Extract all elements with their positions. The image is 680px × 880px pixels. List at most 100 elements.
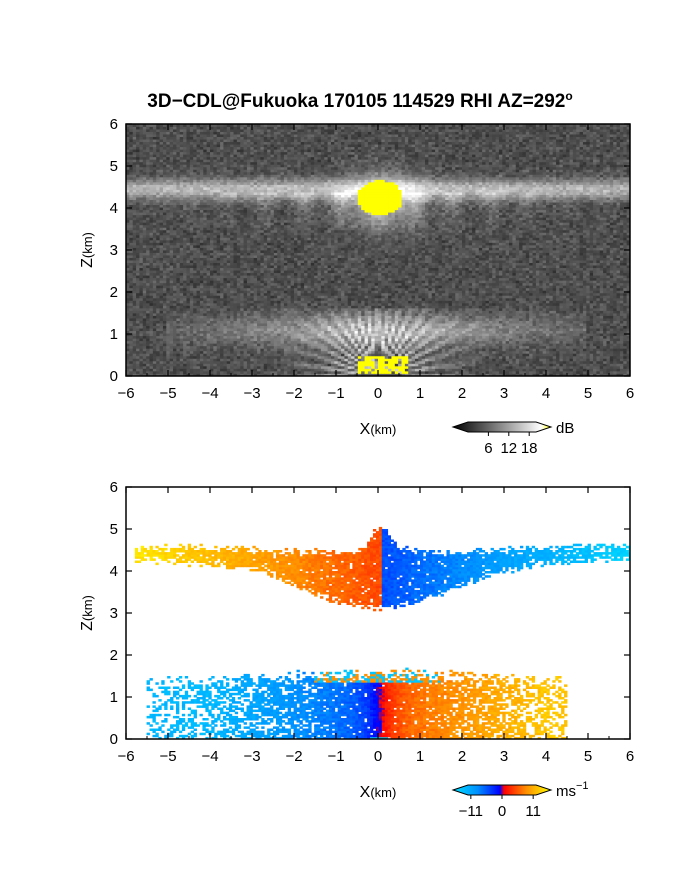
backscatter-cell — [186, 345, 191, 349]
backscatter-cell — [206, 265, 211, 269]
backscatter-cell — [230, 343, 234, 347]
backscatter-cell — [139, 129, 144, 132]
backscatter-cell — [243, 305, 248, 309]
backscatter-cell — [199, 370, 204, 374]
backscatter-cell — [183, 219, 187, 223]
backscatter-cell — [196, 300, 201, 304]
backscatter-cell — [193, 350, 197, 354]
backscatter-cell — [263, 154, 268, 158]
backscatter-cell — [152, 257, 157, 261]
backscatter-cell — [246, 204, 251, 208]
backscatter-cell — [152, 124, 157, 127]
backscatter-cell — [243, 164, 248, 168]
backscatter-cell — [246, 134, 251, 137]
backscatter-cell — [179, 365, 184, 369]
backscatter-cell — [243, 247, 248, 251]
backscatter-cell — [139, 340, 144, 344]
backscatter-cell — [246, 239, 251, 243]
backscatter-cell — [236, 255, 241, 258]
backscatter-cell — [270, 330, 275, 334]
backscatter-cell — [216, 370, 221, 374]
backscatter-cell — [243, 146, 248, 150]
backscatter-cell — [223, 207, 228, 211]
backscatter-cell — [226, 353, 231, 357]
backscatter-cell — [129, 250, 134, 253]
backscatter-cell — [210, 242, 214, 246]
backscatter-cell — [142, 144, 147, 148]
backscatter-cell — [166, 320, 171, 324]
backscatter-cell — [233, 343, 238, 347]
backscatter-cell — [220, 277, 224, 281]
backscatter-cell — [162, 139, 167, 143]
backscatter-cell — [233, 181, 238, 185]
backscatter-cell — [257, 164, 261, 168]
backscatter-cell — [213, 199, 218, 203]
backscatter-cell — [263, 345, 268, 349]
backscatter-cell — [270, 370, 275, 374]
backscatter-cell — [136, 270, 140, 274]
backscatter-cell — [226, 365, 231, 369]
backscatter-cell — [196, 189, 201, 193]
backscatter-cell — [159, 345, 164, 349]
backscatter-cell — [226, 262, 231, 266]
backscatter-cell — [287, 184, 292, 188]
backscatter-cell — [267, 315, 271, 319]
backscatter-cell — [270, 252, 275, 256]
backscatter-cell — [142, 365, 147, 369]
backscatter-cell — [166, 285, 171, 289]
backscatter-cell — [146, 310, 150, 314]
backscatter-cell — [280, 373, 285, 376]
backscatter-cell — [226, 169, 231, 173]
backscatter-cell — [146, 176, 150, 180]
backscatter-cell — [270, 270, 275, 274]
backscatter-cell — [176, 353, 181, 357]
backscatter-cell — [189, 239, 194, 243]
backscatter-cell — [129, 272, 134, 276]
backscatter-cell — [136, 126, 140, 130]
backscatter-cell — [186, 242, 191, 246]
backscatter-cell — [236, 174, 241, 178]
backscatter-cell — [199, 229, 204, 233]
backscatter-cell — [189, 176, 194, 180]
backscatter-cell — [257, 355, 261, 359]
backscatter-cell — [210, 373, 214, 376]
backscatter-cell — [257, 166, 261, 170]
backscatter-cell — [240, 212, 244, 216]
backscatter-cell — [246, 250, 251, 253]
backscatter-cell — [126, 307, 130, 311]
backscatter-cell — [169, 313, 174, 316]
backscatter-cell — [199, 192, 204, 195]
backscatter-cell — [273, 209, 278, 213]
backscatter-cell — [270, 325, 275, 329]
backscatter-cell — [193, 252, 197, 256]
backscatter-cell — [216, 373, 221, 376]
backscatter-cell — [270, 338, 275, 342]
backscatter-cell — [179, 318, 184, 321]
backscatter-cell — [203, 244, 208, 248]
backscatter-cell — [162, 214, 167, 218]
backscatter-cell — [199, 323, 204, 326]
backscatter-cell — [132, 247, 137, 251]
backscatter-cell — [216, 134, 221, 137]
backscatter-cell — [213, 197, 218, 200]
backscatter-cell — [240, 126, 244, 130]
backscatter-cell — [243, 345, 248, 349]
backscatter-cell — [233, 348, 238, 352]
backscatter-cell — [230, 237, 234, 241]
backscatter-cell — [129, 184, 134, 188]
backscatter-cell — [267, 214, 271, 218]
backscatter-cell — [267, 370, 271, 374]
backscatter-cell — [267, 174, 271, 178]
backscatter-cell — [267, 141, 271, 145]
backscatter-cell — [230, 262, 234, 266]
backscatter-cell — [280, 302, 285, 306]
backscatter-cell — [189, 214, 194, 218]
backscatter-cell — [166, 212, 171, 216]
backscatter-cell — [162, 323, 167, 326]
backscatter-cell — [263, 257, 268, 261]
backscatter-cell — [196, 179, 201, 183]
backscatter-cell — [173, 318, 177, 321]
backscatter-cell — [139, 262, 144, 266]
backscatter-cell — [226, 199, 231, 203]
backscatter-cell — [230, 126, 234, 130]
